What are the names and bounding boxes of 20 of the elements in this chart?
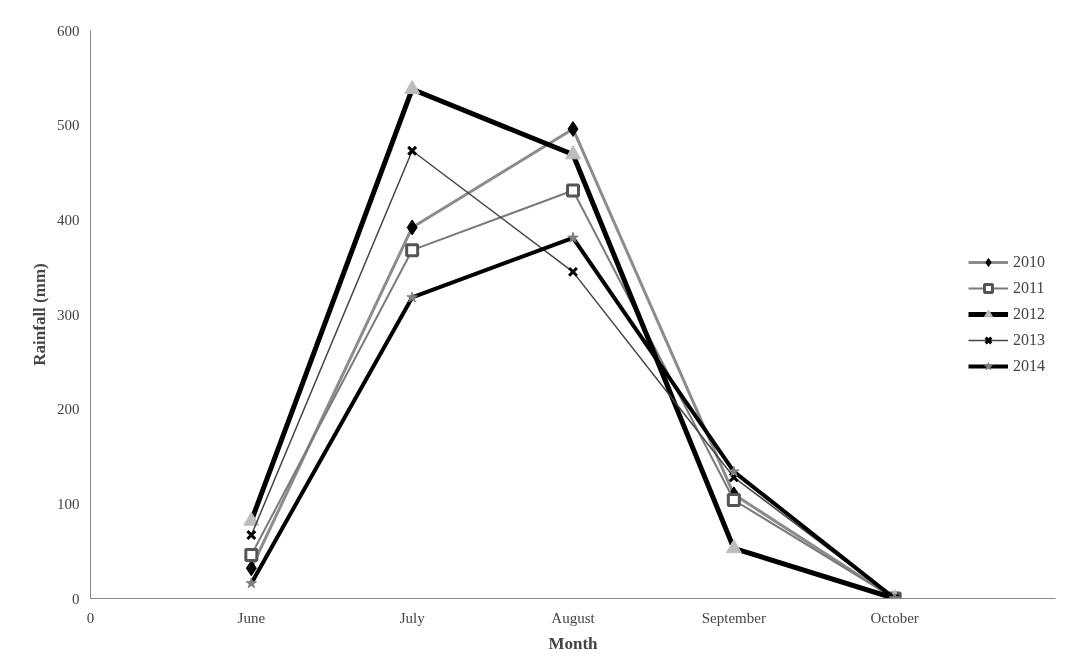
x-tick-label: August bbox=[551, 609, 596, 626]
y-tick-label: 200 bbox=[57, 401, 80, 418]
legend-label: 2010 bbox=[1013, 253, 1045, 271]
y-axis-title: Rainfall (mm) bbox=[30, 263, 49, 366]
y-tick-label: 300 bbox=[57, 306, 80, 323]
y-tick-label: 600 bbox=[57, 22, 80, 39]
legend-label: 2014 bbox=[1013, 357, 1045, 375]
x-tick-label: September bbox=[701, 609, 766, 626]
x-tick-label: July bbox=[399, 609, 426, 626]
y-tick-label: 400 bbox=[57, 211, 80, 228]
legend-label: 2011 bbox=[1013, 279, 1045, 297]
legend-label: 2012 bbox=[1013, 305, 1045, 323]
x-tick-label: October bbox=[870, 609, 919, 626]
y-tick-label: 0 bbox=[72, 590, 80, 607]
legend-label: 2013 bbox=[1013, 331, 1045, 349]
text: 0 bbox=[86, 609, 95, 626]
x-tick-label: June bbox=[237, 609, 266, 626]
y-tick-label: 100 bbox=[57, 495, 80, 512]
y-tick-label: 500 bbox=[57, 117, 80, 134]
x-axis-title: Month bbox=[548, 633, 599, 653]
